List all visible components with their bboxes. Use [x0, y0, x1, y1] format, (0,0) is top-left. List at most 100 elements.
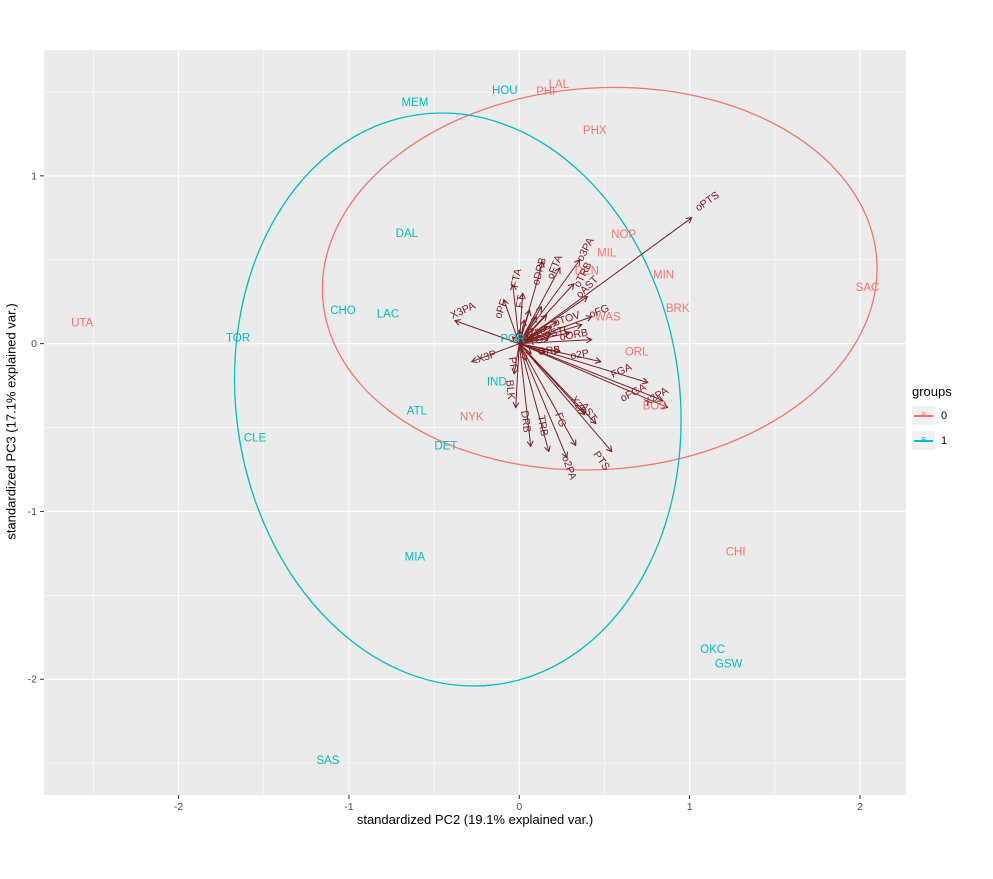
legend-entry-label: 0: [941, 409, 948, 422]
x-tick-label: -1: [344, 801, 353, 813]
team-label-CHO: CHO: [330, 305, 356, 317]
axis-tick-labels: -2 -1 0 1 2 -2 -1 0 1: [28, 170, 863, 813]
loading-arrow-X2PA: [519, 343, 669, 409]
team-label-CLE: CLE: [244, 432, 267, 444]
loading-label-FT: FT: [514, 294, 528, 309]
team-label-NOP: NOP: [611, 229, 636, 241]
loading-arrow-oDRB: [518, 260, 545, 344]
loading-label-TOV: TOV: [528, 332, 552, 349]
legend-key-letter: a: [920, 434, 926, 444]
team-label-SAS: SAS: [316, 755, 339, 767]
loading-arrow-X3P: [470, 343, 520, 364]
x-tick-label: 0: [516, 801, 522, 813]
loading-arrow-o2P: [519, 343, 602, 364]
x-tick-label: -2: [174, 801, 183, 813]
team-label-LAC: LAC: [377, 309, 399, 321]
legend-key-swatch: a: [912, 406, 935, 425]
loading-arrow-oSTL: [519, 330, 571, 345]
ellipse-group-1: [233, 112, 682, 687]
loading-arrow-oTRB: [518, 282, 575, 344]
loading-arrow-o3PA: [518, 258, 581, 344]
axis-ticks: [40, 175, 861, 799]
loading-arrow-STL: [519, 326, 548, 345]
loading-arrow-oPF: [502, 298, 520, 344]
legend-key-line: [914, 415, 933, 417]
loading-arrow-PTS: [518, 343, 613, 453]
group-ellipses: [233, 86, 878, 687]
loading-arrow-oORB: [519, 336, 593, 345]
team-label-WAS: WAS: [595, 312, 621, 324]
loading-arrow-oFG: [519, 315, 593, 345]
loading-label-oSTL: oSTL: [544, 324, 571, 341]
loading-label-PF: PF: [506, 356, 520, 371]
team-label-MIL: MIL: [597, 248, 617, 260]
loading-arrows: [453, 217, 693, 459]
y-tick-label: 1: [31, 170, 37, 182]
x-tick-label: 2: [857, 801, 863, 813]
loading-arrow-oFGA: [519, 343, 664, 402]
team-label-GSW: GSW: [715, 658, 743, 670]
x-tick-label: 1: [687, 801, 693, 813]
loading-arrow-DRB: [518, 343, 534, 448]
team-label-BRK: BRK: [666, 303, 690, 315]
y-tick-label: 0: [31, 338, 37, 350]
gridlines-minor: [44, 50, 906, 795]
team-label-POR: POR: [500, 334, 525, 346]
loading-arrow-TOV: [519, 331, 553, 345]
team-label-NYK: NYK: [460, 411, 484, 423]
loading-arrow-FTA: [509, 283, 520, 344]
loading-label-X3P: X3P: [476, 348, 499, 366]
legend-entry-label: 1: [941, 434, 948, 447]
team-label-MIA: MIA: [405, 551, 426, 563]
team-label-MEM: MEM: [401, 97, 428, 109]
gridlines-major: [44, 50, 906, 795]
loading-label-TRB: TRB: [535, 414, 550, 437]
loading-label-BLK: BLK: [503, 379, 517, 400]
team-label-DET: DET: [434, 441, 457, 453]
legend-title: groups: [912, 384, 952, 399]
loading-label-FTA: FTA: [509, 268, 525, 289]
team-label-CHI: CHI: [726, 546, 746, 558]
ellipse-group-0: [321, 86, 878, 471]
loading-arrow-oPTS: [518, 217, 693, 345]
team-label-HOU: HOU: [492, 85, 518, 97]
loading-label-o2P: o2P: [569, 347, 589, 362]
team-label-UTA: UTA: [71, 318, 93, 330]
loading-arrow-BLK: [512, 343, 520, 409]
loading-arrow-TRB: [518, 343, 551, 453]
team-label-MIN: MIN: [653, 270, 674, 282]
legend-key-letter: a: [920, 409, 926, 419]
panel-background: [44, 50, 906, 795]
loading-label-DRB: DRB: [518, 410, 533, 433]
team-label-SAC: SAC: [856, 282, 880, 294]
loading-arrow: [511, 336, 520, 344]
loading-arrow-X3PA: [453, 319, 520, 345]
team-label-PHX: PHX: [583, 125, 607, 137]
loading-arrow-FG: [518, 343, 577, 447]
team-label-DEN: DEN: [575, 266, 599, 278]
team-label-TOR: TOR: [226, 333, 250, 345]
team-label-LAL: LAL: [549, 79, 570, 91]
loading-arrow-AST: [518, 343, 597, 425]
y-axis-title: standardized PC3 (17.1% explained var.): [3, 303, 19, 540]
loading-label-oORB: oORB: [559, 327, 589, 344]
loading-arrow-FGA: [519, 343, 649, 385]
team-label-OKC: OKC: [700, 644, 725, 656]
team-label-BOS: BOS: [643, 401, 668, 413]
team-label-IND: IND: [487, 377, 507, 389]
loading-arrow-PF: [511, 343, 520, 375]
loading-arrow-o2PA: [518, 343, 569, 459]
loading-label-ORB: ORB: [537, 344, 561, 358]
y-tick-label: -2: [28, 674, 37, 686]
legend-key-line: [914, 440, 933, 442]
team-label-ATL: ATL: [407, 406, 428, 418]
legend-key-swatch: a: [912, 431, 935, 450]
loading-arrow-oAST: [519, 296, 589, 345]
team-label-ORL: ORL: [625, 347, 649, 359]
